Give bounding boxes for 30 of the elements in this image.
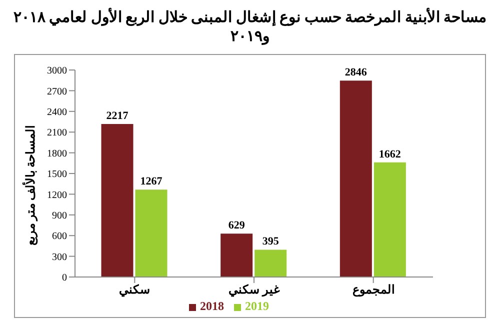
- data-label: 1662: [378, 148, 402, 160]
- chart-title: مساحة الأبنية المرخصة حسب نوع إشغال المبنى خلال الربع الأول لعامي ٢٠١٨ و٢٠١٩: [12, 8, 488, 46]
- y-tick-label: 900: [52, 210, 67, 222]
- data-label: 395: [262, 236, 280, 248]
- y-tick-label: 1800: [47, 148, 67, 160]
- y-tick-label: 1500: [47, 169, 67, 180]
- y-tick-label: 0: [62, 272, 67, 284]
- bar: [220, 234, 253, 277]
- legend-label: 2018: [200, 299, 224, 313]
- bar: [135, 190, 168, 277]
- data-label: 1267: [140, 176, 163, 188]
- data-label: 2217: [106, 110, 129, 122]
- bar: [101, 124, 134, 277]
- legend-label: 2019: [245, 299, 269, 313]
- data-label: 629: [228, 220, 246, 232]
- bar: [340, 80, 372, 277]
- y-tick-label: 3000: [47, 66, 67, 77]
- y-tick-label: 300: [52, 252, 67, 263]
- x-tick-label: المجموع: [352, 282, 394, 298]
- y-tick-label: 2100: [47, 128, 67, 139]
- data-label: 2846: [344, 66, 368, 79]
- bar: [254, 250, 287, 277]
- y-tick-label: 2400: [47, 106, 67, 118]
- y-tick-label: 1200: [47, 190, 67, 201]
- y-tick-label: 600: [52, 231, 67, 242]
- bar: [374, 162, 406, 277]
- y-axis-title: المساحة بالألف متر مربع: [24, 125, 38, 245]
- x-tick-label: غير سكني: [228, 282, 280, 298]
- x-tick-label: سكني: [119, 282, 150, 298]
- y-tick-label: 2700: [47, 86, 67, 98]
